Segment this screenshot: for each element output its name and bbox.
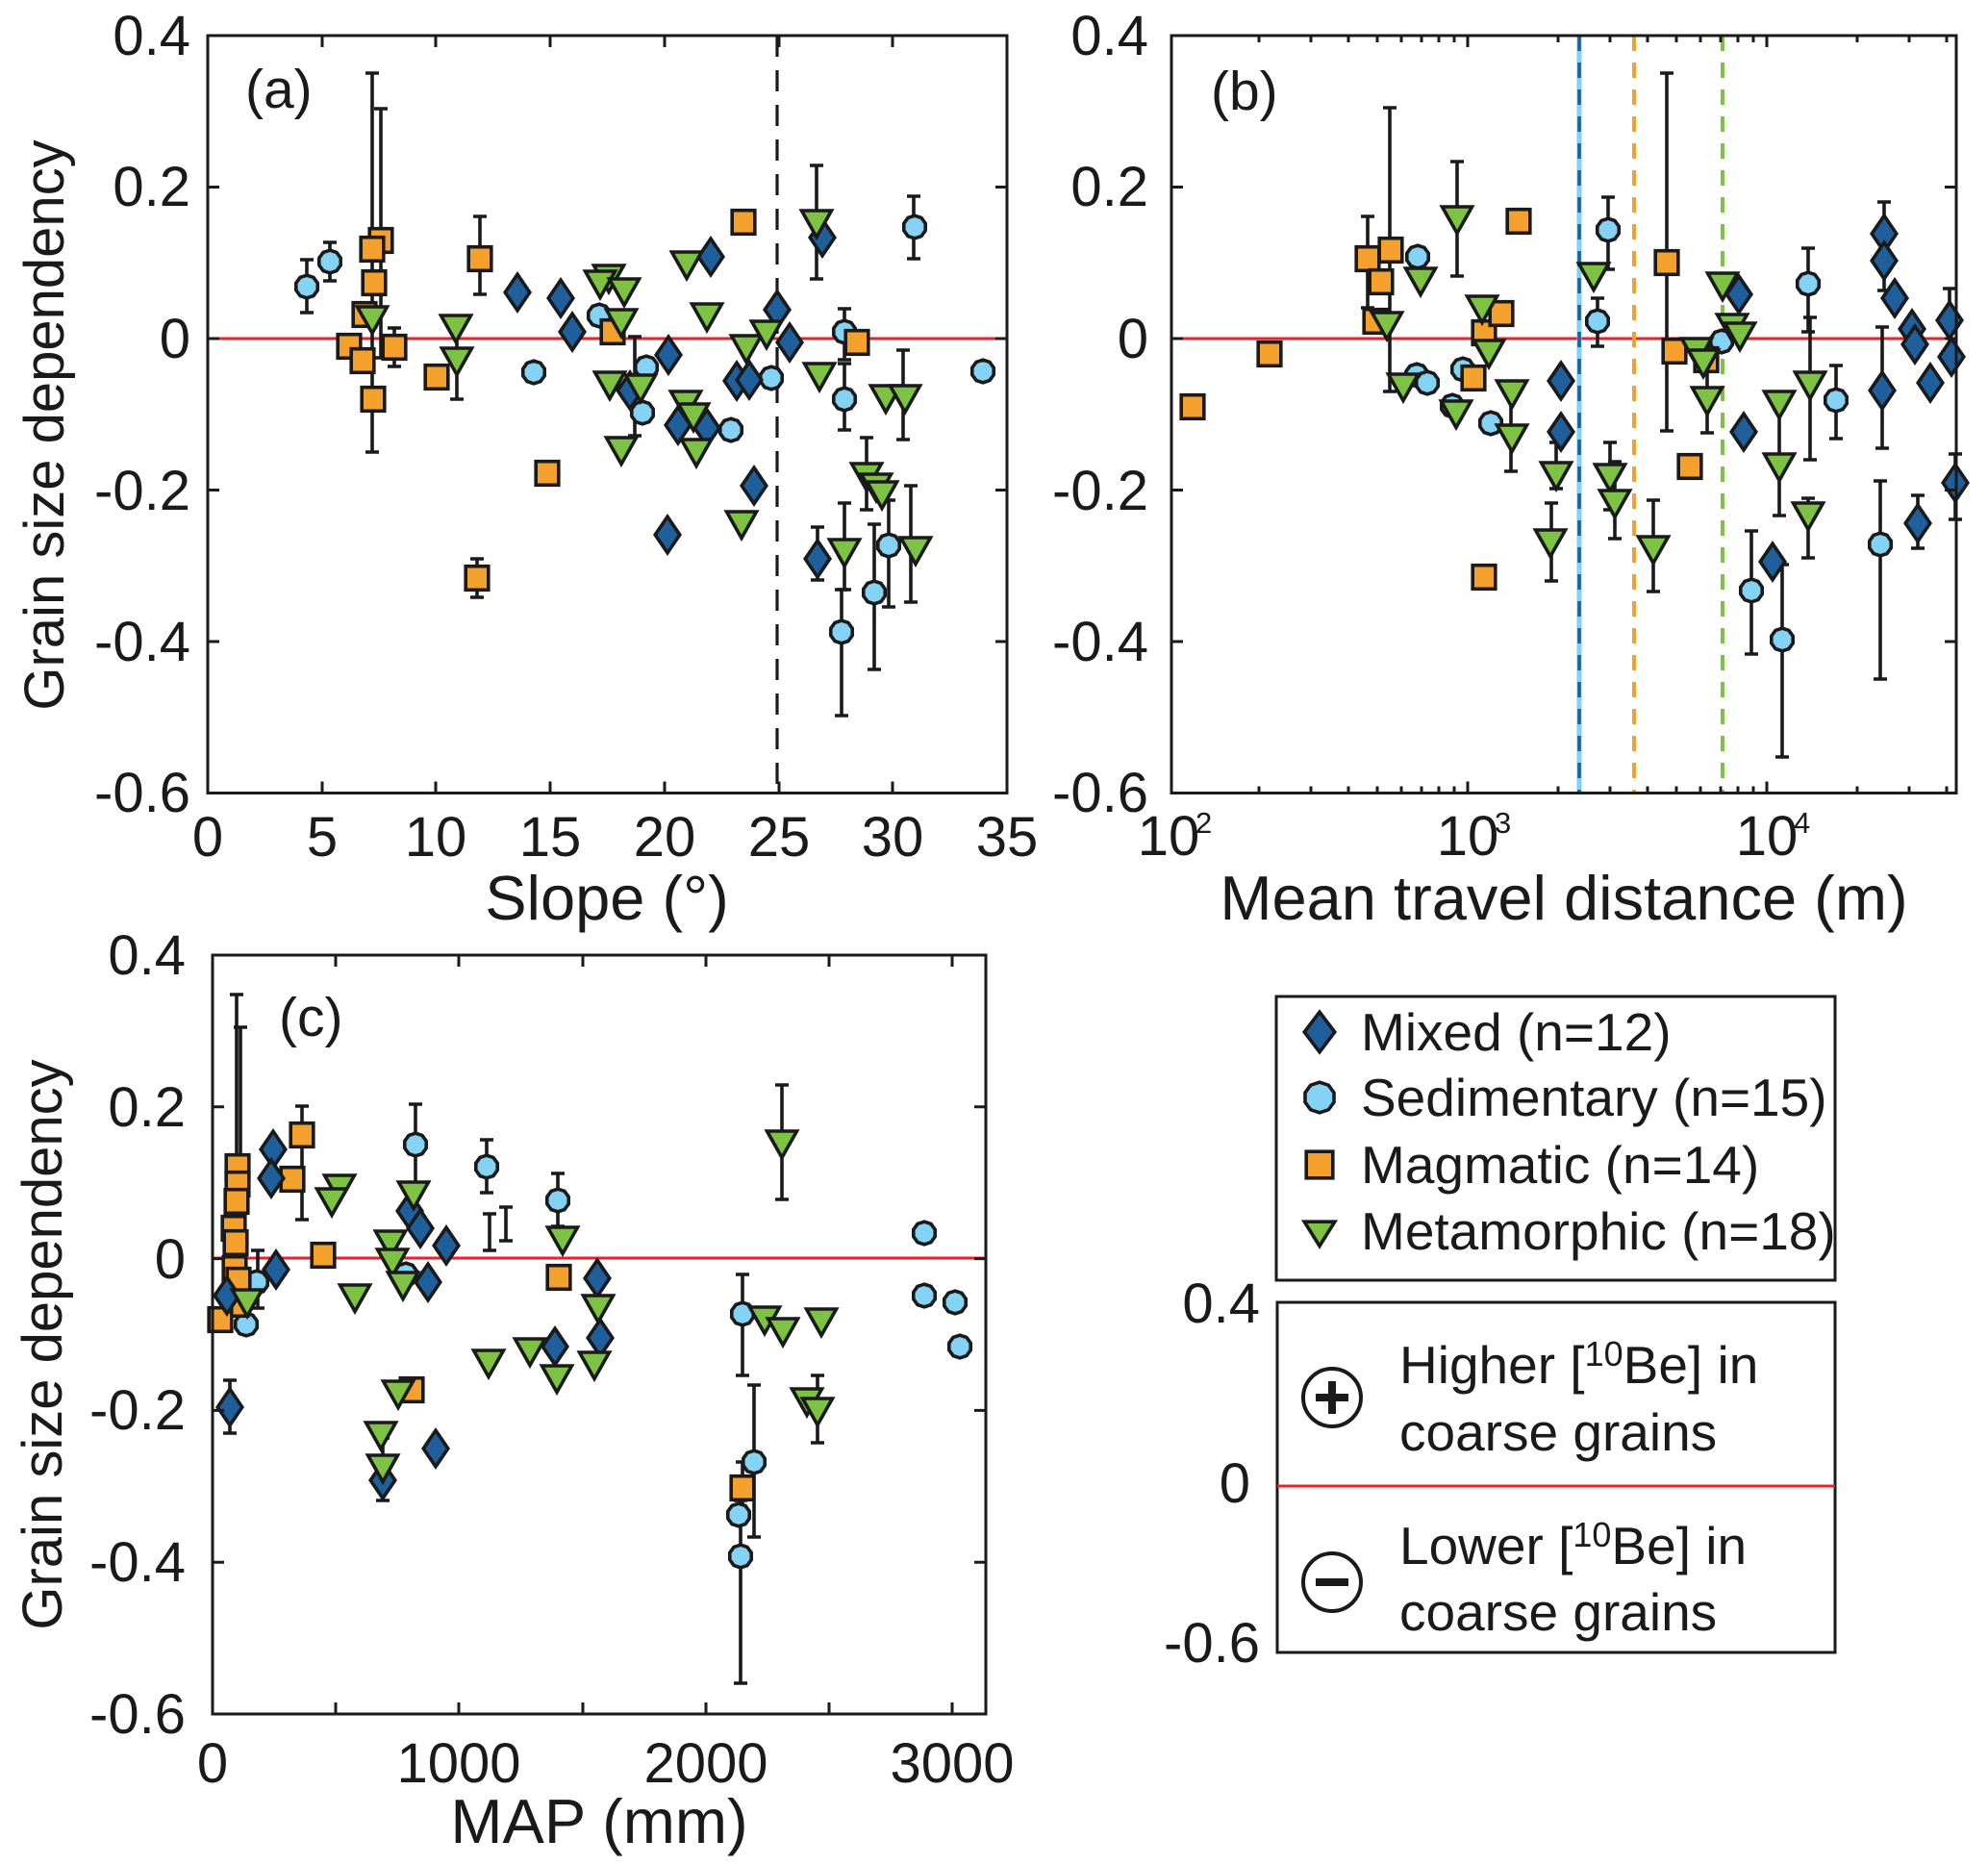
svg-text:-0.2: -0.2 <box>94 460 190 522</box>
svg-text:0: 0 <box>155 1228 186 1291</box>
svg-text:0: 0 <box>197 1732 228 1795</box>
svg-text:2000: 2000 <box>643 1732 768 1795</box>
svg-text:10: 10 <box>1437 805 1499 868</box>
svg-text:0: 0 <box>1118 308 1148 370</box>
svg-text:Grain size dependency: Grain size dependency <box>12 1059 74 1629</box>
svg-text:0.2: 0.2 <box>108 1076 186 1139</box>
svg-text:5: 5 <box>307 806 338 869</box>
svg-text:0.2: 0.2 <box>113 156 190 218</box>
svg-text:coarse grains: coarse grains <box>1399 1582 1717 1642</box>
svg-text:-0.6: -0.6 <box>1052 762 1148 824</box>
svg-text:-0.4: -0.4 <box>89 1531 186 1594</box>
svg-text:0.4: 0.4 <box>1070 5 1148 67</box>
svg-text:-0.2: -0.2 <box>89 1379 186 1442</box>
svg-text:(b): (b) <box>1211 61 1278 122</box>
svg-text:0: 0 <box>1220 1452 1250 1515</box>
svg-text:15: 15 <box>519 806 582 869</box>
svg-text:10: 10 <box>1736 805 1799 868</box>
svg-text:30: 30 <box>862 806 924 869</box>
svg-text:-0.6: -0.6 <box>1164 1612 1260 1675</box>
svg-text:-0.4: -0.4 <box>1052 611 1148 673</box>
svg-text:coarse grains: coarse grains <box>1399 1402 1717 1462</box>
svg-text:1000: 1000 <box>396 1732 520 1795</box>
svg-text:0.4: 0.4 <box>108 924 186 987</box>
svg-text:Magmatic (n=14): Magmatic (n=14) <box>1361 1135 1759 1195</box>
svg-text:Grain size dependency: Grain size dependency <box>13 139 76 710</box>
svg-text:2: 2 <box>1195 806 1212 840</box>
svg-text:10: 10 <box>405 806 467 869</box>
svg-text:4: 4 <box>1794 806 1810 840</box>
svg-text:-0.2: -0.2 <box>1052 460 1148 522</box>
svg-text:0.4: 0.4 <box>1182 1273 1260 1335</box>
svg-text:20: 20 <box>634 806 696 869</box>
svg-text:10: 10 <box>1138 805 1200 868</box>
svg-text:0: 0 <box>192 806 223 869</box>
svg-text:Mean travel distance (m): Mean travel distance (m) <box>1220 863 1907 933</box>
svg-text:Mixed (n=12): Mixed (n=12) <box>1361 1002 1672 1062</box>
svg-text:MAP (mm): MAP (mm) <box>450 1786 747 1856</box>
svg-text:Higher [10Be] in: Higher [10Be] in <box>1399 1334 1758 1395</box>
svg-text:Slope (°): Slope (°) <box>485 863 729 933</box>
svg-text:25: 25 <box>748 806 811 869</box>
svg-text:3: 3 <box>1495 806 1511 840</box>
svg-text:-0.6: -0.6 <box>94 762 190 824</box>
svg-text:-0.6: -0.6 <box>89 1683 186 1746</box>
svg-text:(a): (a) <box>245 59 313 120</box>
svg-text:0.2: 0.2 <box>1070 156 1148 218</box>
svg-text:0.4: 0.4 <box>113 5 190 67</box>
svg-text:Sedimentary (n=15): Sedimentary (n=15) <box>1361 1068 1827 1127</box>
svg-text:3000: 3000 <box>890 1732 1014 1795</box>
svg-text:35: 35 <box>976 806 1039 869</box>
svg-text:0: 0 <box>160 308 190 370</box>
svg-text:-0.4: -0.4 <box>94 611 190 673</box>
svg-text:Metamorphic (n=18): Metamorphic (n=18) <box>1361 1201 1836 1261</box>
svg-text:(c): (c) <box>279 987 342 1048</box>
